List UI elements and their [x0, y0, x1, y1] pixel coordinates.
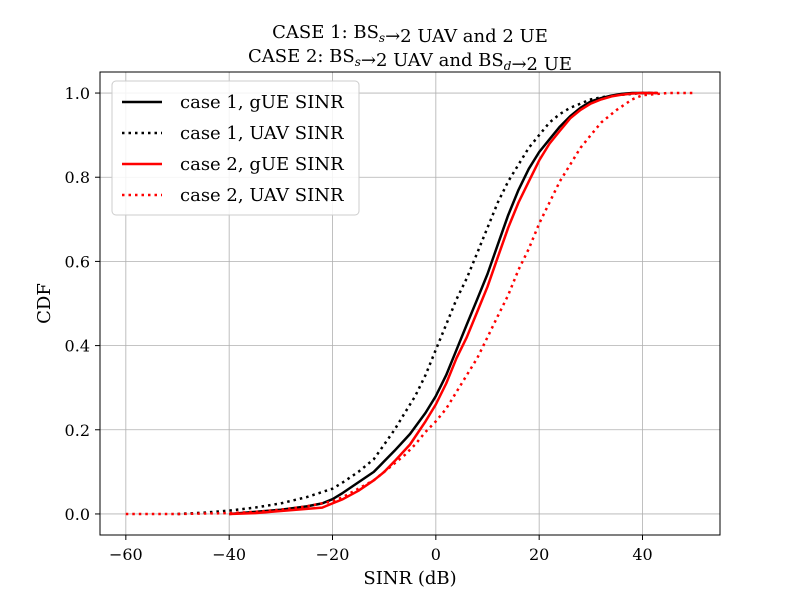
y-axis-label: CDF: [34, 283, 55, 324]
y-tick-label: 0.2: [65, 421, 90, 440]
y-tick-label: 0.4: [65, 337, 90, 356]
title-line-2: CASE 2: BSs→2 UAV and BSd→2 UE: [248, 46, 572, 75]
x-axis-label: SINR (dB): [363, 568, 456, 589]
title-line-1: CASE 1: BSs→2 UAV and 2 UE: [272, 22, 548, 47]
series-line-2: [177, 91, 658, 516]
plot-area-frame: [99, 71, 721, 536]
legend-label-4: case 2, UAV SINR: [180, 185, 344, 206]
x-axis-ticks: −60 −40 −20 0 20 40: [109, 535, 653, 564]
x-tick-label: −40: [212, 545, 246, 564]
legend-label-2: case 1, UAV SINR: [180, 123, 344, 144]
x-tick-label: −60: [109, 545, 143, 564]
x-tick-label: 40: [632, 545, 652, 564]
y-tick-label: 0.0: [65, 505, 90, 524]
series-line-3: [229, 91, 658, 516]
legend-box: [111, 80, 360, 216]
y-tick-label: 1.0: [65, 84, 90, 103]
legend: case 1, gUE SINR case 1, UAV SINR case 2, …: [111, 80, 360, 216]
legend-label-1: case 1, gUE SINR: [180, 92, 344, 113]
series-line-1: [229, 91, 653, 516]
y-tick-label: 0.8: [65, 168, 90, 187]
y-tick-label: 0.6: [65, 252, 90, 271]
x-tick-label: 0: [431, 545, 441, 564]
x-tick-label: 20: [529, 545, 549, 564]
x-tick-label: −20: [316, 545, 350, 564]
y-axis-ticks: 0.0 0.2 0.4 0.6 0.8 1.0: [65, 84, 100, 524]
legend-label-3: case 2, gUE SINR: [180, 154, 344, 175]
series-lines: [125, 91, 695, 516]
